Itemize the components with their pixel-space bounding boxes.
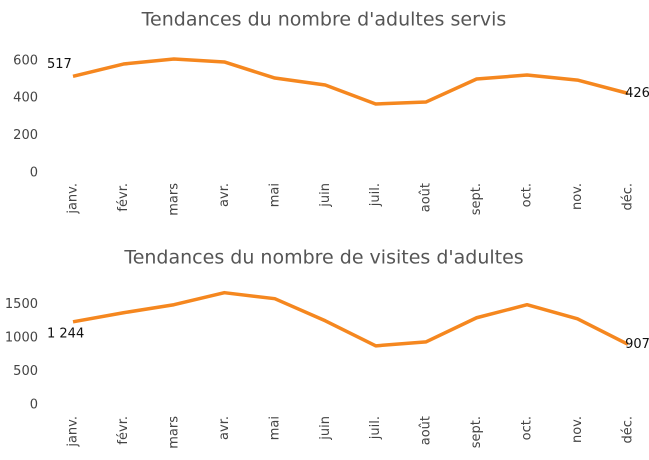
x-tick-label: juin [318,416,333,441]
x-tick-label: juil. [368,416,383,440]
y-tick-label: 0 [30,398,38,413]
x-tick-label: déc. [620,416,635,444]
y-tick-label: 1500 [5,297,38,312]
x-tick-label: août [419,183,434,212]
y-tick-label: 500 [13,364,38,379]
x-tick-label: mai [267,183,282,207]
x-tick-label: mars [166,416,181,449]
x-tick-label: janv. [66,416,81,448]
chart-title: Tendances du nombre d'adultes servis [141,9,507,31]
x-tick-label: août [419,416,434,445]
x-tick-label: déc. [620,183,635,211]
data-label: 426 [625,86,649,101]
data-label: 907 [625,337,649,352]
x-tick-label: juil. [368,183,383,207]
x-tick-label: sept. [469,416,484,448]
y-tick-label: 600 [13,53,38,68]
y-tick-label: 0 [30,166,38,181]
x-tick-label: mars [166,183,181,216]
x-tick-label: avr. [217,416,232,440]
x-tick-label: nov. [570,183,585,210]
x-tick-label: oct. [520,183,535,207]
data-label: 1 244 [47,326,84,341]
x-tick-label: févr. [116,183,131,212]
y-tick-label: 400 [13,91,38,106]
x-tick-label: sept. [469,183,484,215]
x-tick-label: juin [318,183,333,208]
x-tick-label: avr. [217,183,232,207]
x-tick-label: janv. [66,183,81,215]
x-tick-label: mai [267,416,282,440]
y-tick-label: 200 [13,128,38,143]
chart-title: Tendances du nombre de visites d'adultes [123,247,523,269]
x-tick-label: nov. [570,416,585,443]
y-tick-label: 1000 [5,331,38,346]
x-tick-label: oct. [520,416,535,440]
data-label: 517 [47,57,72,72]
line [72,57,629,106]
x-tick-label: févr. [116,416,131,445]
line [72,290,629,348]
